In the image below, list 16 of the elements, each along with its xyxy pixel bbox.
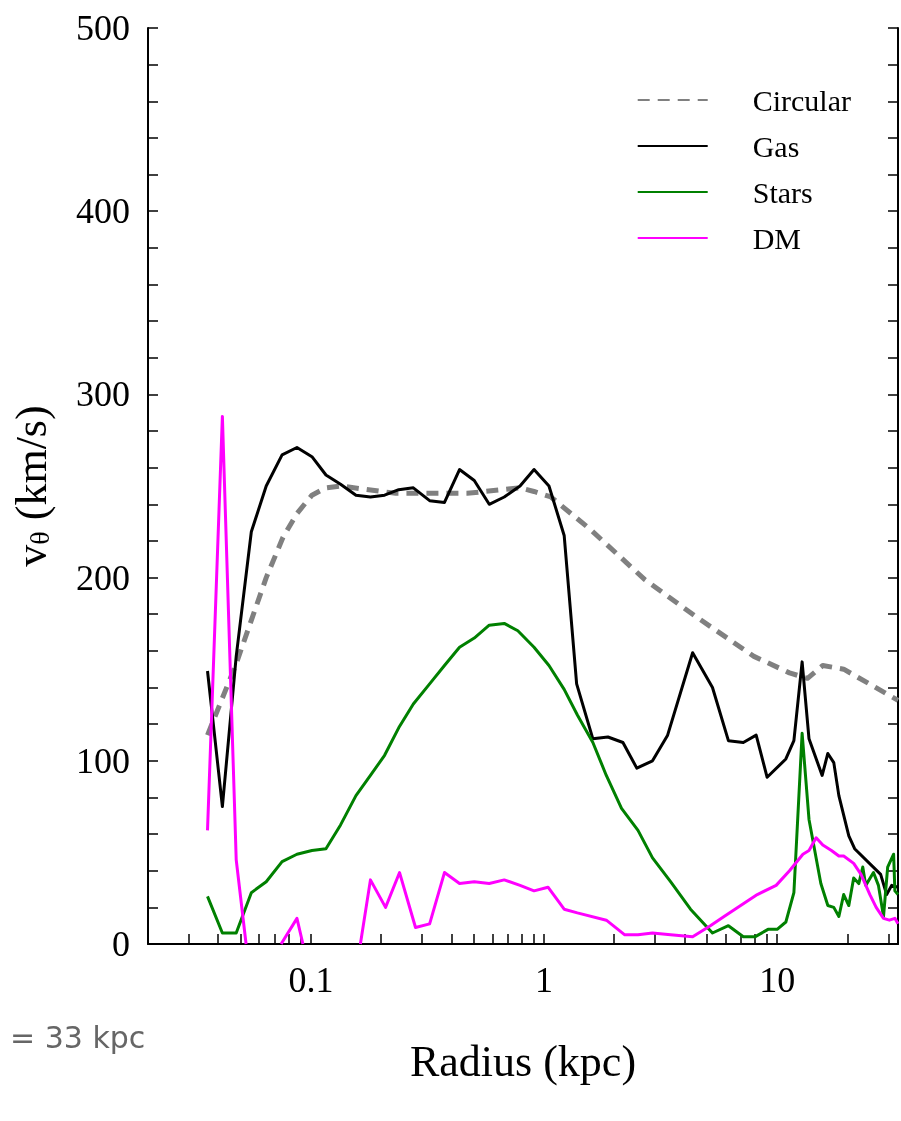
legend-label: DM — [752, 221, 802, 255]
x-tick-label: 0.1 — [288, 960, 334, 1000]
y-tick-label: 0 — [112, 924, 130, 964]
y-axis-title: vθ (km/s) — [6, 405, 56, 567]
x-tick-label: 1 — [535, 960, 554, 1000]
y-tick-label: 400 — [76, 191, 130, 232]
y-tick-label: 300 — [76, 374, 130, 415]
legend-label: Gas — [752, 129, 800, 163]
legend-label: Circular — [752, 83, 852, 117]
y-tick-label: 100 — [76, 740, 130, 781]
text: = 33 kpc — [10, 1019, 146, 1055]
legend-label: Stars — [752, 175, 813, 209]
y-tick-label: 200 — [76, 557, 130, 598]
x-axis-title: Radius (kpc) — [409, 1036, 637, 1086]
x-tick-label: 10 — [759, 960, 796, 1000]
y-tick-label: 500 — [76, 8, 130, 48]
